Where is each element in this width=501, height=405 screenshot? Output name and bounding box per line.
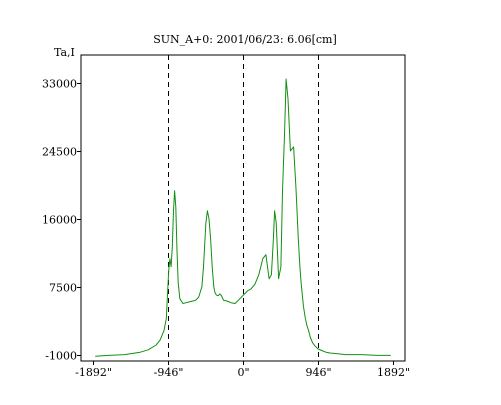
plot-area: -1000 7500 16000 24500 33000 -1892" -946" 0" 946… [42,54,410,379]
x-tick-label: 0" [237,366,249,379]
y-tick-label: 7500 [49,282,77,295]
y-axis-label: Ta,I [54,46,75,59]
x-tick-label: -946" [154,366,184,379]
x-tick-label: -1892" [75,366,112,379]
y-tick-label: 24500 [42,146,77,159]
y-tick-label: 16000 [42,214,77,227]
series-line [95,78,391,357]
x-tick-label: 946" [305,366,331,379]
y-tick-label: -1000 [45,350,77,363]
chart-title: SUN_A+0: 2001/06/23: 6.06[cm] [153,33,337,46]
x-tick-label: 1892" [377,366,410,379]
y-tick-label: 33000 [42,78,77,91]
